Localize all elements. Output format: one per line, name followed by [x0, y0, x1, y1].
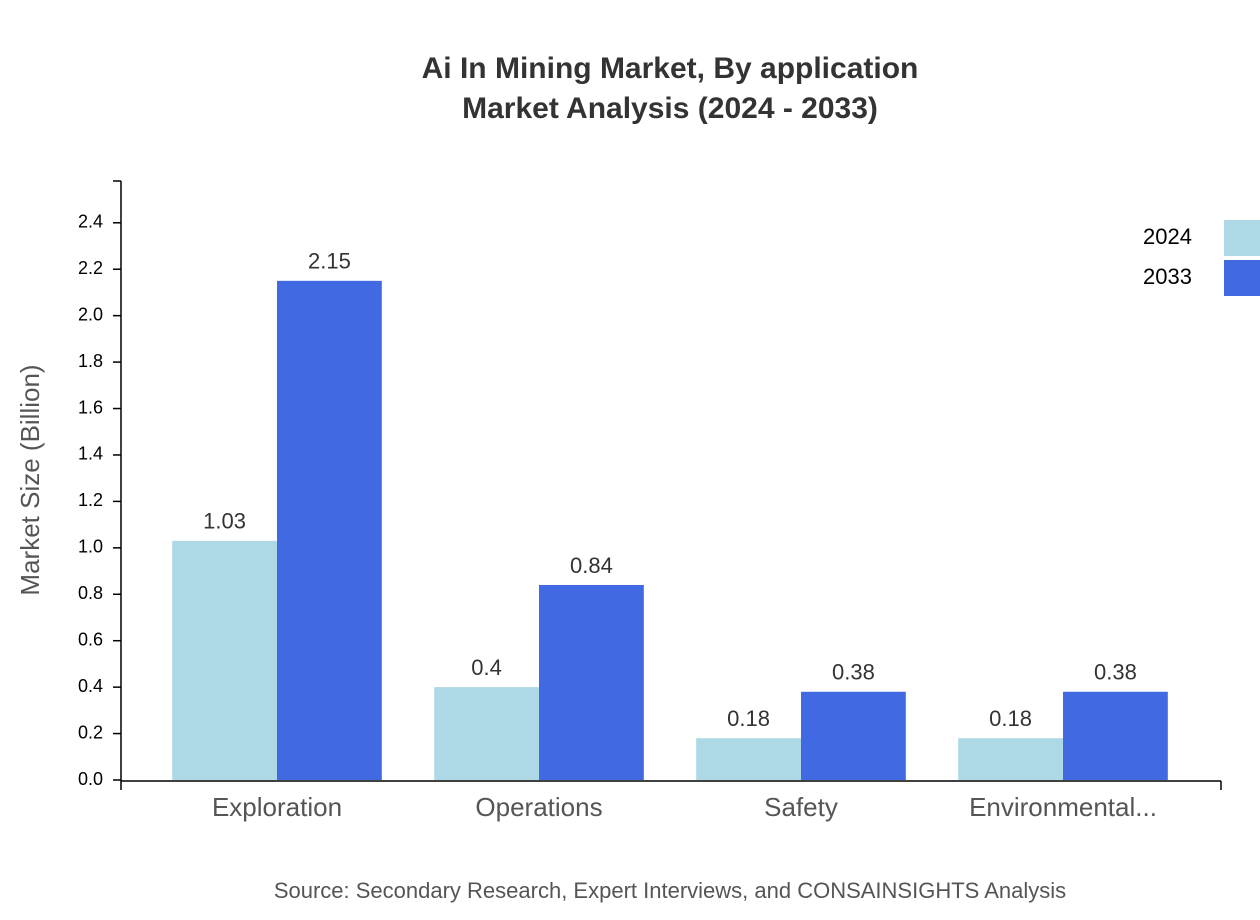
value-label: 1.03: [203, 509, 246, 534]
legend-swatch: [1224, 220, 1260, 256]
bar: [801, 691, 906, 780]
bar: [539, 584, 644, 780]
legend-label: 2024: [1143, 224, 1192, 249]
x-tick-label: Operations: [475, 792, 602, 822]
y-tick-label: 1.6: [78, 397, 103, 417]
x-tick-label: Environmental...: [969, 792, 1157, 822]
legend-label: 2033: [1143, 264, 1192, 289]
y-tick-label: 0.0: [78, 769, 103, 789]
y-tick-label: 1.0: [78, 537, 103, 557]
bar: [277, 280, 382, 780]
y-tick-label: 1.2: [78, 490, 103, 510]
y-tick-label: 1.8: [78, 351, 103, 371]
source-note: Source: Secondary Research, Expert Inter…: [274, 878, 1066, 903]
chart-subtitle: Market Analysis (2024 - 2033): [462, 92, 878, 125]
value-label: 0.84: [570, 553, 613, 578]
value-label: 0.18: [727, 706, 770, 731]
y-axis-label: Market Size (Billion): [15, 364, 45, 595]
bar: [434, 687, 539, 780]
value-label: 0.18: [989, 706, 1032, 731]
y-tick-label: 0.8: [78, 583, 103, 603]
bar: [958, 738, 1063, 780]
y-tick-label: 2.2: [78, 258, 103, 278]
x-tick-label: Safety: [764, 792, 838, 822]
y-tick-label: 1.4: [78, 444, 103, 464]
y-tick-label: 0.6: [78, 629, 103, 649]
value-label: 2.15: [308, 249, 351, 274]
value-label: 0.38: [832, 660, 875, 685]
y-tick-label: 2.0: [78, 304, 103, 324]
value-label: 0.38: [1094, 660, 1137, 685]
x-tick-label: Exploration: [212, 792, 342, 822]
chart-title: Ai In Mining Market, By application: [422, 52, 919, 85]
y-tick-label: 0.4: [78, 676, 103, 696]
bar: [172, 540, 277, 780]
value-label: 0.4: [471, 655, 502, 680]
y-tick-label: 0.2: [78, 722, 103, 742]
bar: [696, 738, 801, 780]
y-tick-label: 2.4: [78, 212, 103, 232]
legend-swatch: [1224, 260, 1260, 296]
bar: [1063, 691, 1168, 780]
